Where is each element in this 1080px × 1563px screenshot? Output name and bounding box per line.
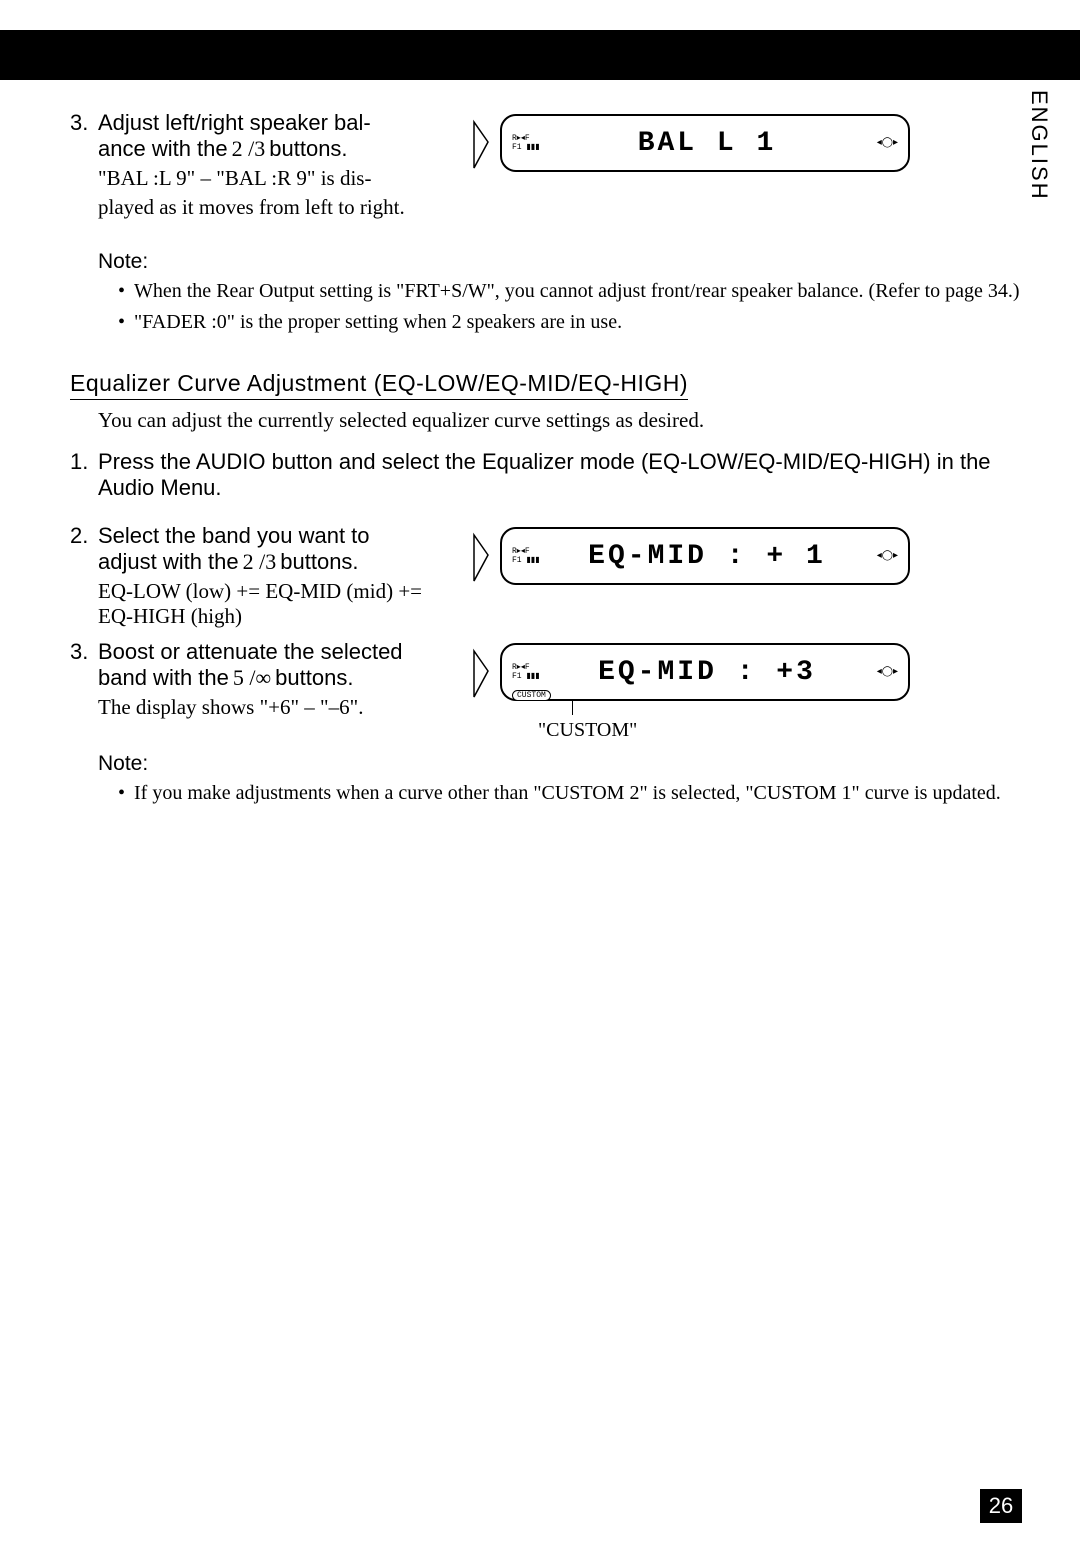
language-tab: ENGLISH [1026,90,1052,201]
button-ref: 5 /∞ [233,665,271,691]
step-title-line: Select the band you want to [98,523,370,549]
lcd-main-text: EQ-MID : +3 [572,657,842,688]
step-title-line: Boost or attenuate the selected [98,639,403,665]
step-title-line: ance with the [98,136,228,162]
lcd-main-text: EQ-MID : + 1 [572,541,842,572]
step-number: 3. [70,639,98,665]
step-title-line: band with the [98,665,229,691]
lcd-display-container: R▸◂FF1 ▮▮▮ BAL L 1 ◂◯▸ [470,114,910,172]
note-list: If you make adjustments when a curve oth… [70,780,1020,807]
eq-step3-text: 3. Boost or attenuate the selected band … [70,639,450,720]
custom-badge: CUSTOM [512,690,551,701]
note-item: When the Rear Output setting is "FRT+S/W… [118,278,1020,305]
step-number: 3. [70,110,98,136]
lcd-display: R▸◂FF1 ▮▮▮ BAL L 1 ◂◯▸ [500,114,910,172]
lcd-main-text: BAL L 1 [572,128,842,159]
lcd-right-icons: ◂◯▸ [842,550,898,562]
eq-step2-text: 2. Select the band you want to adjust wi… [70,523,450,629]
header-black-bar [0,30,1080,80]
balance-step-row: 3. Adjust left/right speaker bal- ance w… [70,110,1020,220]
step-title-line: buttons. [275,665,353,691]
page-number: 26 [980,1489,1022,1523]
step-number: 2. [70,523,98,549]
note-label: Note: [98,250,1020,274]
lcd-display: R▸◂FF1 ▮▮▮ EQ-MID : + 1 ◂◯▸ [500,527,910,585]
step-sub: EQ-LOW (low) += EQ-MID (mid) += EQ-HIGH … [70,579,450,629]
step-sub-line: "BAL :L 9" – "BAL :R 9" is dis- [70,166,450,191]
note-item: "FADER :0" is the proper setting when 2 … [118,309,1020,336]
balance-step-text: 3. Adjust left/right speaker bal- ance w… [70,110,450,220]
lcd-display-container: R▸◂FF1 ▮▮▮ EQ-MID : +3 ◂◯▸ CUSTOM "CUSTO… [470,643,910,742]
lcd-left-icons: R▸◂FF1 ▮▮▮ [512,134,572,152]
lcd-left-icons: R▸◂FF1 ▮▮▮ [512,663,572,681]
lcd-display: R▸◂FF1 ▮▮▮ EQ-MID : +3 ◂◯▸ CUSTOM [500,643,910,701]
page-content: ENGLISH 3. Adjust left/right speaker bal… [0,80,1080,807]
lcd-right-icons: ◂◯▸ [842,666,898,678]
section-intro: You can adjust the currently selected eq… [70,408,1020,433]
note-list: When the Rear Output setting is "FRT+S/W… [70,278,1020,336]
step-sub-line: played as it moves from left to right. [70,195,450,220]
lcd-left-icons: R▸◂FF1 ▮▮▮ [512,547,572,565]
step-title-line: Adjust left/right speaker bal- [98,110,371,136]
step-title-line: buttons. [269,136,347,162]
step-number: 1. [70,449,98,475]
step-title: Press the AUDIO button and select the Eq… [98,449,1020,501]
note-label: Note: [98,752,1020,776]
eq-step3-row: 3. Boost or attenuate the selected band … [70,639,1020,742]
pointer-icon [470,114,494,172]
lcd-right-icons: ◂◯▸ [842,137,898,149]
step-title-line: adjust with the [98,549,239,575]
lcd-display-container: R▸◂FF1 ▮▮▮ EQ-MID : + 1 ◂◯▸ [470,527,910,585]
step-sub: The display shows "+6" – "–6". [70,695,450,720]
eq-step1: 1. Press the AUDIO button and select the… [70,449,1020,501]
note-item: If you make adjustments when a curve oth… [118,780,1020,807]
section-title: Equalizer Curve Adjustment (EQ-LOW/EQ-MI… [70,370,688,400]
button-ref: 2 /3 [232,136,266,162]
custom-pointer-line [572,701,910,715]
eq-step2-row: 2. Select the band you want to adjust wi… [70,523,1020,629]
step-title-line: buttons. [280,549,358,575]
pointer-icon [470,643,494,701]
button-ref: 2 /3 [243,549,277,575]
custom-label: "CUSTOM" [470,719,910,742]
pointer-icon [470,527,494,585]
